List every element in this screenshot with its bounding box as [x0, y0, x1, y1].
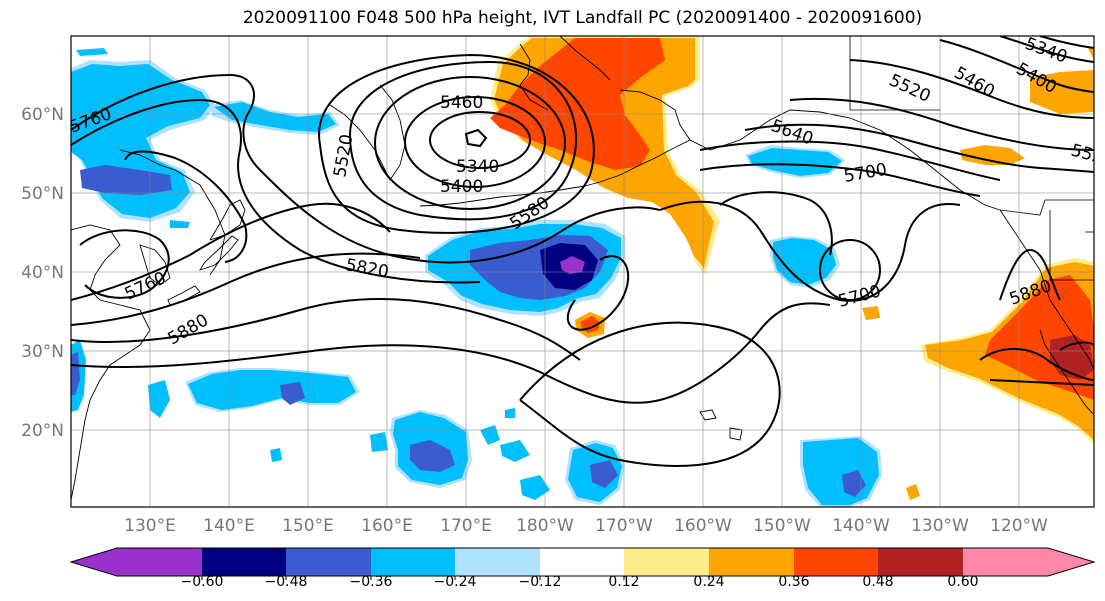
colorbar-tick-label: 0.12 — [608, 574, 639, 590]
lon-label: 160°E — [361, 516, 413, 536]
colorbar-segment — [202, 548, 286, 576]
lat-label: 20°N — [21, 421, 64, 441]
lon-label: 120°W — [990, 516, 1048, 536]
longitude-labels: 130°E 140°E 150°E 160°E 170°E 180°W 170°… — [124, 516, 1048, 536]
lon-label: 130°E — [124, 516, 176, 536]
contour-label: 5400 — [440, 177, 483, 197]
political-borders — [849, 36, 1094, 281]
lat-label: 50°N — [21, 184, 64, 204]
contour-label: 5460 — [440, 93, 483, 113]
coastlines — [71, 36, 1094, 501]
colorbar-segment — [71, 548, 202, 576]
colorbar-segment — [455, 548, 540, 576]
colorbar-segment — [878, 548, 963, 576]
height-contours — [71, 36, 1094, 467]
colorbar-tick-label: 0.24 — [693, 574, 724, 590]
colorbar-outline — [69, 547, 1096, 577]
lon-label: 170°E — [440, 516, 492, 536]
ivt-negative-shading — [71, 48, 882, 507]
ivt-positive-shading — [490, 36, 1094, 500]
lon-label: 130°W — [911, 516, 969, 536]
colorbar-tick-label: −0.12 — [519, 574, 562, 590]
contour-label: 5340 — [456, 157, 499, 177]
colorbar-tick-label: 0.60 — [947, 574, 978, 590]
colorbar-segment — [794, 548, 878, 576]
colorbar-tick-label: −0.48 — [265, 574, 308, 590]
lon-label: 160°W — [674, 516, 732, 536]
colorbar-segment — [963, 548, 1094, 576]
colorbar-segment — [371, 548, 455, 576]
colorbar-segment — [709, 548, 794, 576]
colorbar-segment — [624, 548, 709, 576]
lat-label: 60°N — [21, 105, 64, 125]
lon-label: 170°W — [595, 516, 653, 536]
lon-label: 140°E — [203, 516, 255, 536]
lat-label: 40°N — [21, 263, 64, 283]
latitude-labels: 60°N 50°N 40°N 30°N 20°N — [21, 105, 64, 441]
colorbar-tick-label: −0.24 — [434, 574, 477, 590]
colorbar-tick-label: 0.48 — [862, 574, 893, 590]
colorbar-tick-label: 0.36 — [778, 574, 809, 590]
lon-label: 150°E — [282, 516, 334, 536]
lat-label: 30°N — [21, 342, 64, 362]
colorbar-segment — [286, 548, 371, 576]
colorbar — [69, 547, 1096, 580]
gridlines — [71, 36, 1094, 507]
lon-label: 140°W — [832, 516, 890, 536]
colorbar-tick-labels: −0.60 −0.48 −0.36 −0.24 −0.12 0.12 0.24 … — [181, 574, 979, 590]
colorbar-tick-label: −0.36 — [350, 574, 393, 590]
colorbar-tick-label: −0.60 — [181, 574, 224, 590]
lon-label: 150°W — [753, 516, 811, 536]
map-title: 2020091100 F048 500 hPa height, IVT Land… — [242, 8, 923, 28]
map-frame — [70, 35, 1095, 508]
colorbar-segment — [540, 548, 624, 576]
lon-label: 180°W — [516, 516, 574, 536]
